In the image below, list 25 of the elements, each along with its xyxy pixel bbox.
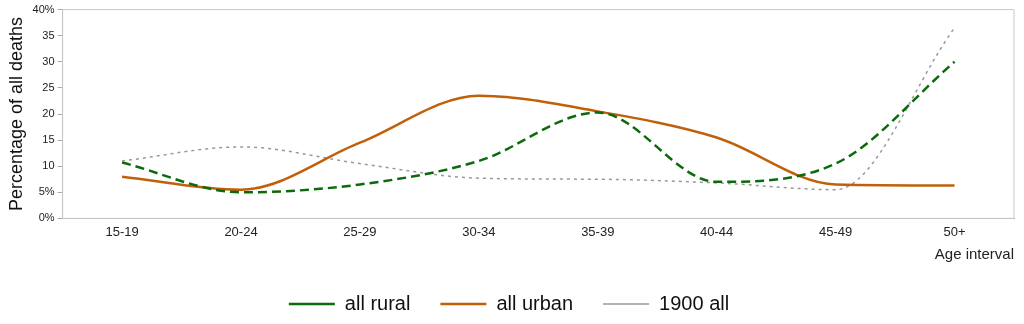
y-tick-label: 40% (32, 2, 55, 15)
y-tick-label: 35 (42, 28, 55, 41)
x-tick-label: 35-39 (581, 223, 615, 239)
x-tick-label: 30-34 (462, 223, 496, 239)
y-tick-label: 20 (42, 107, 55, 120)
x-tick-label: 20-24 (224, 223, 258, 239)
legend-label: all rural (344, 291, 411, 314)
legend-label: 1900 all (659, 291, 730, 314)
y-axis-title: Percentage of all deaths (5, 16, 26, 212)
line-series (120, 60, 956, 194)
x-axis-title: Age interval (934, 245, 1014, 263)
x-tick-label: 50+ (943, 223, 966, 239)
line-series (121, 27, 956, 191)
y-tick-label: 10 (42, 159, 55, 172)
y-tick-label: 0% (38, 211, 55, 224)
y-tick-label: 5% (38, 185, 55, 198)
x-tick-label: 40-44 (700, 223, 734, 239)
x-tick-label: 25-29 (343, 223, 377, 239)
legend-label: all urban (496, 291, 574, 314)
y-tick-label: 25 (42, 80, 55, 93)
x-tick-label: 45-49 (818, 223, 853, 239)
x-tick-label: 15-19 (105, 223, 139, 239)
y-tick-label: 30 (42, 54, 55, 67)
y-tick-label: 15 (42, 133, 55, 146)
line-series (120, 94, 956, 191)
